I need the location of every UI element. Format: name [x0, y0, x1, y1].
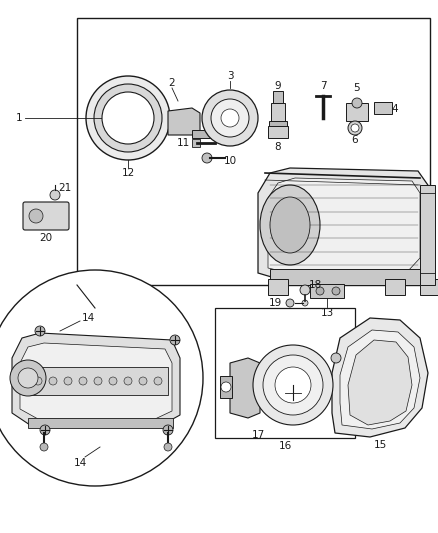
Text: 20: 20 — [39, 233, 53, 243]
Circle shape — [0, 270, 203, 486]
Polygon shape — [20, 343, 172, 419]
Circle shape — [164, 443, 172, 451]
Circle shape — [40, 443, 48, 451]
Bar — [420, 185, 435, 285]
Circle shape — [221, 109, 239, 127]
Ellipse shape — [270, 197, 310, 253]
Text: 2: 2 — [169, 78, 175, 88]
Circle shape — [94, 377, 102, 385]
Ellipse shape — [260, 185, 320, 265]
Circle shape — [351, 124, 359, 132]
Polygon shape — [340, 330, 420, 429]
Text: 14: 14 — [74, 458, 87, 468]
Text: 16: 16 — [279, 441, 292, 451]
Bar — [269, 121, 287, 127]
Circle shape — [163, 425, 173, 435]
Circle shape — [352, 98, 362, 108]
Circle shape — [263, 355, 323, 415]
Text: 5: 5 — [354, 83, 360, 93]
Circle shape — [35, 326, 45, 336]
Bar — [220, 376, 232, 398]
Bar — [346, 103, 368, 121]
Circle shape — [211, 99, 249, 137]
Bar — [268, 126, 288, 138]
Circle shape — [124, 377, 132, 385]
Bar — [28, 418, 173, 428]
Bar — [273, 91, 283, 103]
Bar — [270, 269, 425, 285]
Circle shape — [139, 377, 147, 385]
Bar — [192, 139, 200, 147]
Circle shape — [253, 345, 333, 425]
Text: 3: 3 — [227, 71, 233, 81]
Circle shape — [94, 84, 162, 152]
Bar — [77, 18, 430, 285]
Circle shape — [202, 153, 212, 163]
Circle shape — [300, 285, 310, 295]
Bar — [271, 103, 285, 123]
Circle shape — [18, 368, 38, 388]
Circle shape — [29, 209, 43, 223]
Polygon shape — [332, 318, 428, 437]
Circle shape — [34, 377, 42, 385]
Text: 18: 18 — [308, 280, 321, 290]
Bar — [310, 284, 344, 298]
Bar — [385, 279, 405, 295]
Polygon shape — [12, 333, 180, 425]
Circle shape — [202, 90, 258, 146]
Text: 6: 6 — [352, 135, 358, 145]
Circle shape — [332, 287, 340, 295]
Polygon shape — [258, 168, 430, 281]
Text: 11: 11 — [177, 138, 190, 148]
Circle shape — [109, 377, 117, 385]
Circle shape — [49, 377, 57, 385]
Polygon shape — [168, 108, 200, 135]
Polygon shape — [192, 130, 218, 138]
Circle shape — [79, 377, 87, 385]
Circle shape — [10, 360, 46, 396]
Circle shape — [86, 76, 170, 160]
Text: 12: 12 — [121, 168, 134, 178]
Text: 7: 7 — [320, 81, 326, 91]
Polygon shape — [230, 358, 260, 418]
Circle shape — [40, 425, 50, 435]
Text: 19: 19 — [269, 298, 282, 308]
Circle shape — [348, 121, 362, 135]
Text: 15: 15 — [373, 440, 387, 450]
Circle shape — [154, 377, 162, 385]
Bar — [268, 279, 288, 295]
Circle shape — [170, 335, 180, 345]
Circle shape — [275, 367, 311, 403]
Circle shape — [102, 92, 154, 144]
Text: 14: 14 — [81, 313, 95, 323]
Bar — [420, 279, 438, 295]
Circle shape — [316, 287, 324, 295]
FancyBboxPatch shape — [23, 202, 69, 230]
Circle shape — [221, 382, 231, 392]
Polygon shape — [348, 340, 412, 425]
Bar — [374, 102, 392, 114]
Bar — [28, 367, 168, 395]
Text: 13: 13 — [320, 308, 334, 318]
Text: 1: 1 — [15, 113, 22, 123]
Text: 17: 17 — [251, 430, 265, 440]
Bar — [215, 308, 355, 438]
Circle shape — [286, 299, 294, 307]
Circle shape — [64, 377, 72, 385]
Text: 9: 9 — [275, 81, 281, 91]
Circle shape — [331, 353, 341, 363]
Text: 10: 10 — [223, 156, 237, 166]
Circle shape — [302, 300, 308, 306]
Text: 21: 21 — [58, 183, 72, 193]
Text: 4: 4 — [392, 104, 398, 114]
Circle shape — [50, 190, 60, 200]
Text: 8: 8 — [275, 142, 281, 152]
Polygon shape — [268, 178, 420, 273]
